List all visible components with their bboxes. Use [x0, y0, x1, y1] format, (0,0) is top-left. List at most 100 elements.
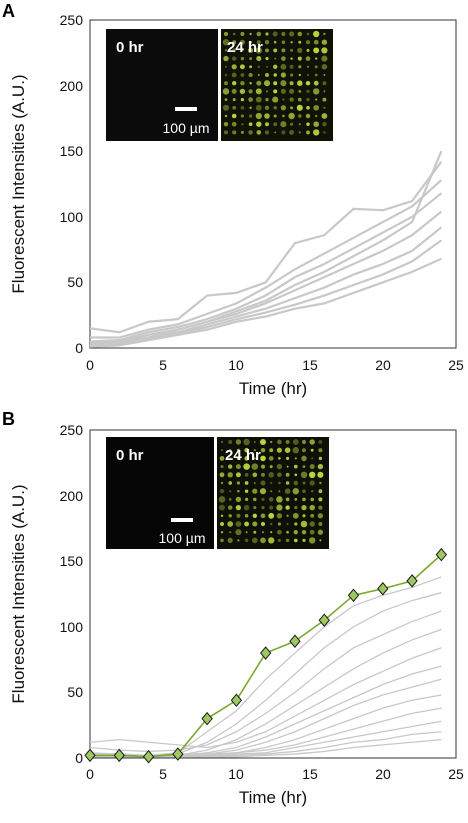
fluorescent-spot [232, 48, 237, 53]
fluorescent-spot [235, 472, 241, 478]
fluorescent-spot [294, 506, 298, 510]
fluorescent-spot [240, 81, 245, 86]
panel-b-x-ticks: 0 5 10 15 20 25 [86, 766, 464, 782]
fluorescent-spot [298, 123, 301, 126]
fluorescent-spot [253, 449, 256, 452]
fluorescent-spot [219, 489, 225, 494]
fluorescent-spot [240, 105, 245, 110]
fluorescent-spot [264, 113, 270, 119]
fluorescent-spot [256, 31, 262, 37]
panel-b-ytick: 150 [60, 553, 84, 569]
fluorescent-spot [300, 471, 308, 479]
fluorescent-spot [263, 80, 271, 87]
panel-b-xtick: 10 [228, 766, 244, 782]
fluorescent-spot [236, 481, 240, 485]
fluorescent-spot [302, 448, 306, 453]
panel-b-xtick: 5 [159, 766, 167, 782]
fluorescent-spot [313, 121, 320, 128]
fluorescent-spot [293, 480, 299, 486]
panel-a-ytick: 0 [75, 340, 83, 356]
fluorescent-spot [227, 505, 233, 510]
fluorescent-spot [292, 447, 299, 454]
fluorescent-spot [228, 457, 232, 460]
fluorescent-spot [280, 105, 287, 111]
inset-24hr-image [217, 437, 329, 549]
fluorescent-spot [248, 97, 253, 102]
fluorescent-spot [231, 72, 237, 78]
fluorescent-spot [229, 490, 232, 493]
panel-a-xtick: 0 [86, 357, 94, 373]
fluorescent-spot [251, 463, 259, 470]
fluorescent-spot [297, 97, 302, 102]
fluorescent-spot [281, 130, 286, 135]
fluorescent-spot [311, 490, 314, 493]
fluorescent-spot [290, 48, 294, 52]
fluorescent-spot [228, 448, 232, 452]
fluorescent-spot [318, 505, 323, 510]
fluorescent-spot [222, 88, 230, 95]
fluorescent-spot [294, 473, 298, 477]
fluorescent-spot [285, 505, 290, 510]
fluorescent-spot [220, 481, 224, 485]
fluorescent-spot [235, 439, 242, 445]
fluorescent-spot [236, 513, 241, 518]
fluorescent-spot [294, 498, 298, 501]
fluorescent-spot [306, 48, 310, 52]
fluorescent-spot [306, 97, 310, 102]
fluorescent-spot [239, 88, 246, 95]
fluorescent-spot [318, 440, 323, 444]
fluorescent-spot [249, 32, 252, 36]
fluorescent-spot [219, 456, 225, 461]
fluorescent-spot [243, 438, 250, 446]
fluorescent-spot [282, 114, 285, 118]
fluorescent-spot [281, 56, 286, 61]
fluorescent-spot [227, 537, 233, 544]
fluorescent-spot [293, 464, 298, 469]
fluorescent-spot [228, 464, 233, 469]
fluorescent-spot [297, 47, 303, 54]
fluorescent-spot [290, 106, 294, 110]
fluorescent-spot [249, 82, 252, 85]
fluorescent-spot [237, 448, 240, 452]
fluorescent-spot [286, 456, 290, 460]
fluorescent-spot [257, 65, 261, 69]
fluorescent-spot [289, 81, 294, 86]
data-point-marker [230, 693, 243, 708]
fluorescent-spot [306, 73, 310, 77]
fluorescent-spot [268, 456, 274, 461]
fluorescent-spot [284, 488, 291, 495]
fluorescent-spot [276, 447, 282, 453]
fluorescent-spot [312, 129, 320, 136]
fluorescent-spot [301, 504, 307, 511]
data-point-marker [289, 634, 301, 649]
trace-line [89, 647, 442, 749]
fluorescent-spot [227, 472, 233, 478]
fluorescent-spot [240, 56, 245, 61]
fluorescent-spot [248, 72, 253, 78]
fluorescent-spot [292, 488, 299, 495]
fluorescent-spot [261, 497, 265, 502]
fluorescent-spot [276, 513, 283, 519]
fluorescent-spot [292, 439, 299, 445]
fluorescent-spot [301, 530, 307, 535]
fluorescent-spot [321, 55, 328, 62]
fluorescent-spot [313, 30, 320, 38]
fluorescent-spot [273, 73, 277, 77]
fluorescent-spot [232, 40, 237, 45]
fluorescent-spot [222, 39, 230, 46]
fluorescent-spot [256, 80, 262, 86]
fluorescent-spots [218, 438, 324, 544]
fluorescent-spot [281, 48, 286, 53]
fluorescent-spot [260, 521, 266, 527]
data-point-marker [377, 581, 389, 596]
fluorescent-spot [231, 88, 237, 94]
fluorescent-spot [276, 463, 283, 470]
panel-a-ytick: 100 [60, 209, 84, 225]
fluorescent-spot [270, 481, 273, 485]
fluorescent-spot [240, 32, 245, 36]
fluorescent-spot [249, 57, 253, 61]
fluorescent-spot [277, 522, 281, 526]
fluorescent-spot [220, 538, 224, 543]
data-point-marker [260, 646, 272, 660]
